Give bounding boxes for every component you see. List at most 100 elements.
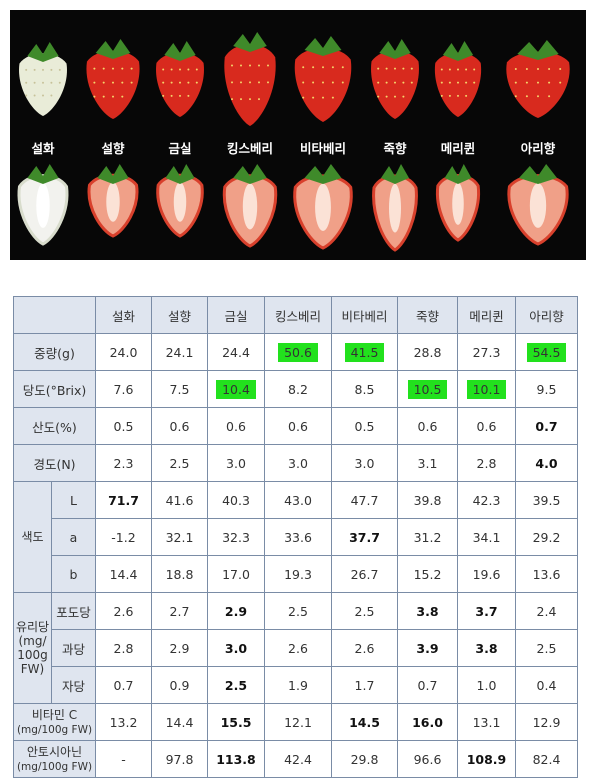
value-cell: 2.8 <box>457 444 516 482</box>
whole-strawberry-8 <box>501 38 575 120</box>
value-cell: 0.7 <box>95 666 152 704</box>
halved-strawberry-8 <box>504 162 572 246</box>
value-cell: 96.6 <box>397 740 458 778</box>
table-row: 안토시아닌 (mg/100g FW) -97.8 113.8 42.4 29.8 96.6 1… <box>13 740 578 778</box>
column-header: 메리퀸 <box>457 296 516 334</box>
value-cell: 0.6 <box>264 407 332 445</box>
column-header: 죽향 <box>397 296 458 334</box>
value-cell: 2.8 <box>95 629 152 667</box>
table-row: 비타민 C (mg/100g FW) 13.2 14.4 15.5 12.1 14.5 16.… <box>13 703 578 741</box>
halved-strawberry-7 <box>434 162 482 242</box>
value-cell: - <box>95 740 152 778</box>
value-cell: 0.5 <box>95 407 152 445</box>
row-group-header: 유리당 (mg/100g FW) <box>13 592 52 704</box>
value-cell: 3.8 <box>397 592 458 630</box>
halved-strawberry-2 <box>85 162 141 238</box>
halved-strawberry-3 <box>154 162 206 238</box>
value-cell: 39.5 <box>515 481 578 519</box>
value-cell: 3.9 <box>397 629 458 667</box>
value-cell: 14.4 <box>151 703 208 741</box>
value-cell: 19.3 <box>264 555 332 593</box>
value-cell: 113.8 <box>207 740 265 778</box>
table-row: 색도 L 71.7 41.6 40.3 43.0 47.7 39.8 42.3 39.5 <box>13 481 578 593</box>
value-cell: 2.5 <box>515 629 578 667</box>
value-cell: 12.1 <box>264 703 332 741</box>
value-cell: 50.6 <box>264 333 332 371</box>
value-cell: 19.6 <box>457 555 516 593</box>
highlighted-value: 50.6 <box>278 342 318 362</box>
halved-strawberry-6 <box>370 162 420 252</box>
value-cell: 3.7 <box>457 592 516 630</box>
column-header: 아리향 <box>515 296 578 334</box>
table-row: 산도(%) 0.5 0.6 0.6 0.6 0.5 0.6 0.6 0.7 <box>13 407 578 445</box>
whole-strawberry-2 <box>82 37 144 121</box>
value-cell: 2.7 <box>151 592 208 630</box>
value-cell: 2.5 <box>264 592 332 630</box>
variety-label: 킹스베리 <box>226 141 273 156</box>
table-row: 과당 2.8 2.9 3.0 2.6 2.6 3.9 3.8 2.5 <box>14 629 578 667</box>
table-row: 자당 0.7 0.9 2.5 1.9 1.7 0.7 1.0 0.4 <box>14 666 578 704</box>
value-cell: 13.2 <box>95 703 152 741</box>
table-header-row: 설화 설향 금실 킹스베리 비타베리 죽향 메리퀸 아리향 <box>13 296 578 334</box>
value-cell: 2.5 <box>151 444 208 482</box>
value-cell: 34.1 <box>457 518 516 556</box>
value-cell: 13.1 <box>457 703 516 741</box>
value-cell: 1.7 <box>331 666 398 704</box>
value-cell: 2.5 <box>331 592 398 630</box>
value-cell: 29.2 <box>515 518 578 556</box>
value-cell: 41.5 <box>331 333 398 371</box>
value-cell: 28.8 <box>397 333 458 371</box>
variety-label: 설화 <box>31 141 55 156</box>
value-cell: 3.0 <box>207 629 265 667</box>
table-row: 유리당 (mg/100g FW) 포도당 2.6 2.7 2.9 2.5 2.5 3.8 3.7 2.… <box>13 592 578 704</box>
variety-label: 아리향 <box>520 141 556 156</box>
value-cell: 8.2 <box>264 370 332 408</box>
variety-label: 금실 <box>168 141 192 156</box>
value-cell: 4.0 <box>515 444 578 482</box>
whole-strawberry-3 <box>152 39 208 119</box>
column-header: 비타베리 <box>331 296 398 334</box>
value-cell: 0.5 <box>331 407 398 445</box>
value-cell: 3.0 <box>264 444 332 482</box>
highlighted-value: 10.5 <box>407 379 448 399</box>
value-cell: 31.2 <box>397 518 458 556</box>
highlighted-value: 10.4 <box>216 379 256 399</box>
value-cell: 29.8 <box>331 740 398 778</box>
row-header: 안토시아닌 (mg/100g FW) <box>13 740 96 778</box>
value-cell: 2.4 <box>515 592 578 630</box>
value-cell: 0.6 <box>397 407 458 445</box>
value-cell: 2.6 <box>331 629 398 667</box>
value-cell: 3.0 <box>331 444 398 482</box>
quality-table: 설화 설향 금실 킹스베리 비타베리 죽향 메리퀸 아리향 중량(g) 24.0 24.1 24.4 5… <box>13 296 578 778</box>
whole-strawberry-7 <box>431 39 485 119</box>
whole-strawberry-4 <box>220 30 280 128</box>
value-cell: 33.6 <box>264 518 332 556</box>
row-subheader: L <box>51 481 96 519</box>
halved-strawberry-5 <box>290 162 356 250</box>
variety-label: 설향 <box>101 141 125 156</box>
value-cell: 24.0 <box>95 333 152 371</box>
value-cell: 2.9 <box>207 592 265 630</box>
value-cell: 3.0 <box>207 444 265 482</box>
table-row: 경도(N) 2.3 2.5 3.0 3.0 3.0 3.1 2.8 4.0 <box>13 444 578 482</box>
value-cell: 0.7 <box>515 407 578 445</box>
value-cell: 27.3 <box>457 333 516 371</box>
value-cell: 2.5 <box>207 666 265 704</box>
row-group-header: 색도 <box>13 481 52 593</box>
row-subheader: b <box>51 555 96 593</box>
value-cell: 18.8 <box>151 555 208 593</box>
column-header: 설향 <box>151 296 208 334</box>
value-cell: 3.1 <box>397 444 458 482</box>
value-cell: 15.2 <box>397 555 458 593</box>
value-cell: 37.7 <box>331 518 398 556</box>
value-cell: 0.6 <box>151 407 208 445</box>
value-cell: 13.6 <box>515 555 578 593</box>
value-cell: 9.5 <box>515 370 578 408</box>
whole-strawberry-5 <box>290 34 356 124</box>
value-cell: 47.7 <box>331 481 398 519</box>
variety-label: 비타베리 <box>299 141 346 156</box>
value-cell: 24.1 <box>151 333 208 371</box>
halved-strawberry-1 <box>15 162 71 246</box>
value-cell: 41.6 <box>151 481 208 519</box>
value-cell: 8.5 <box>331 370 398 408</box>
